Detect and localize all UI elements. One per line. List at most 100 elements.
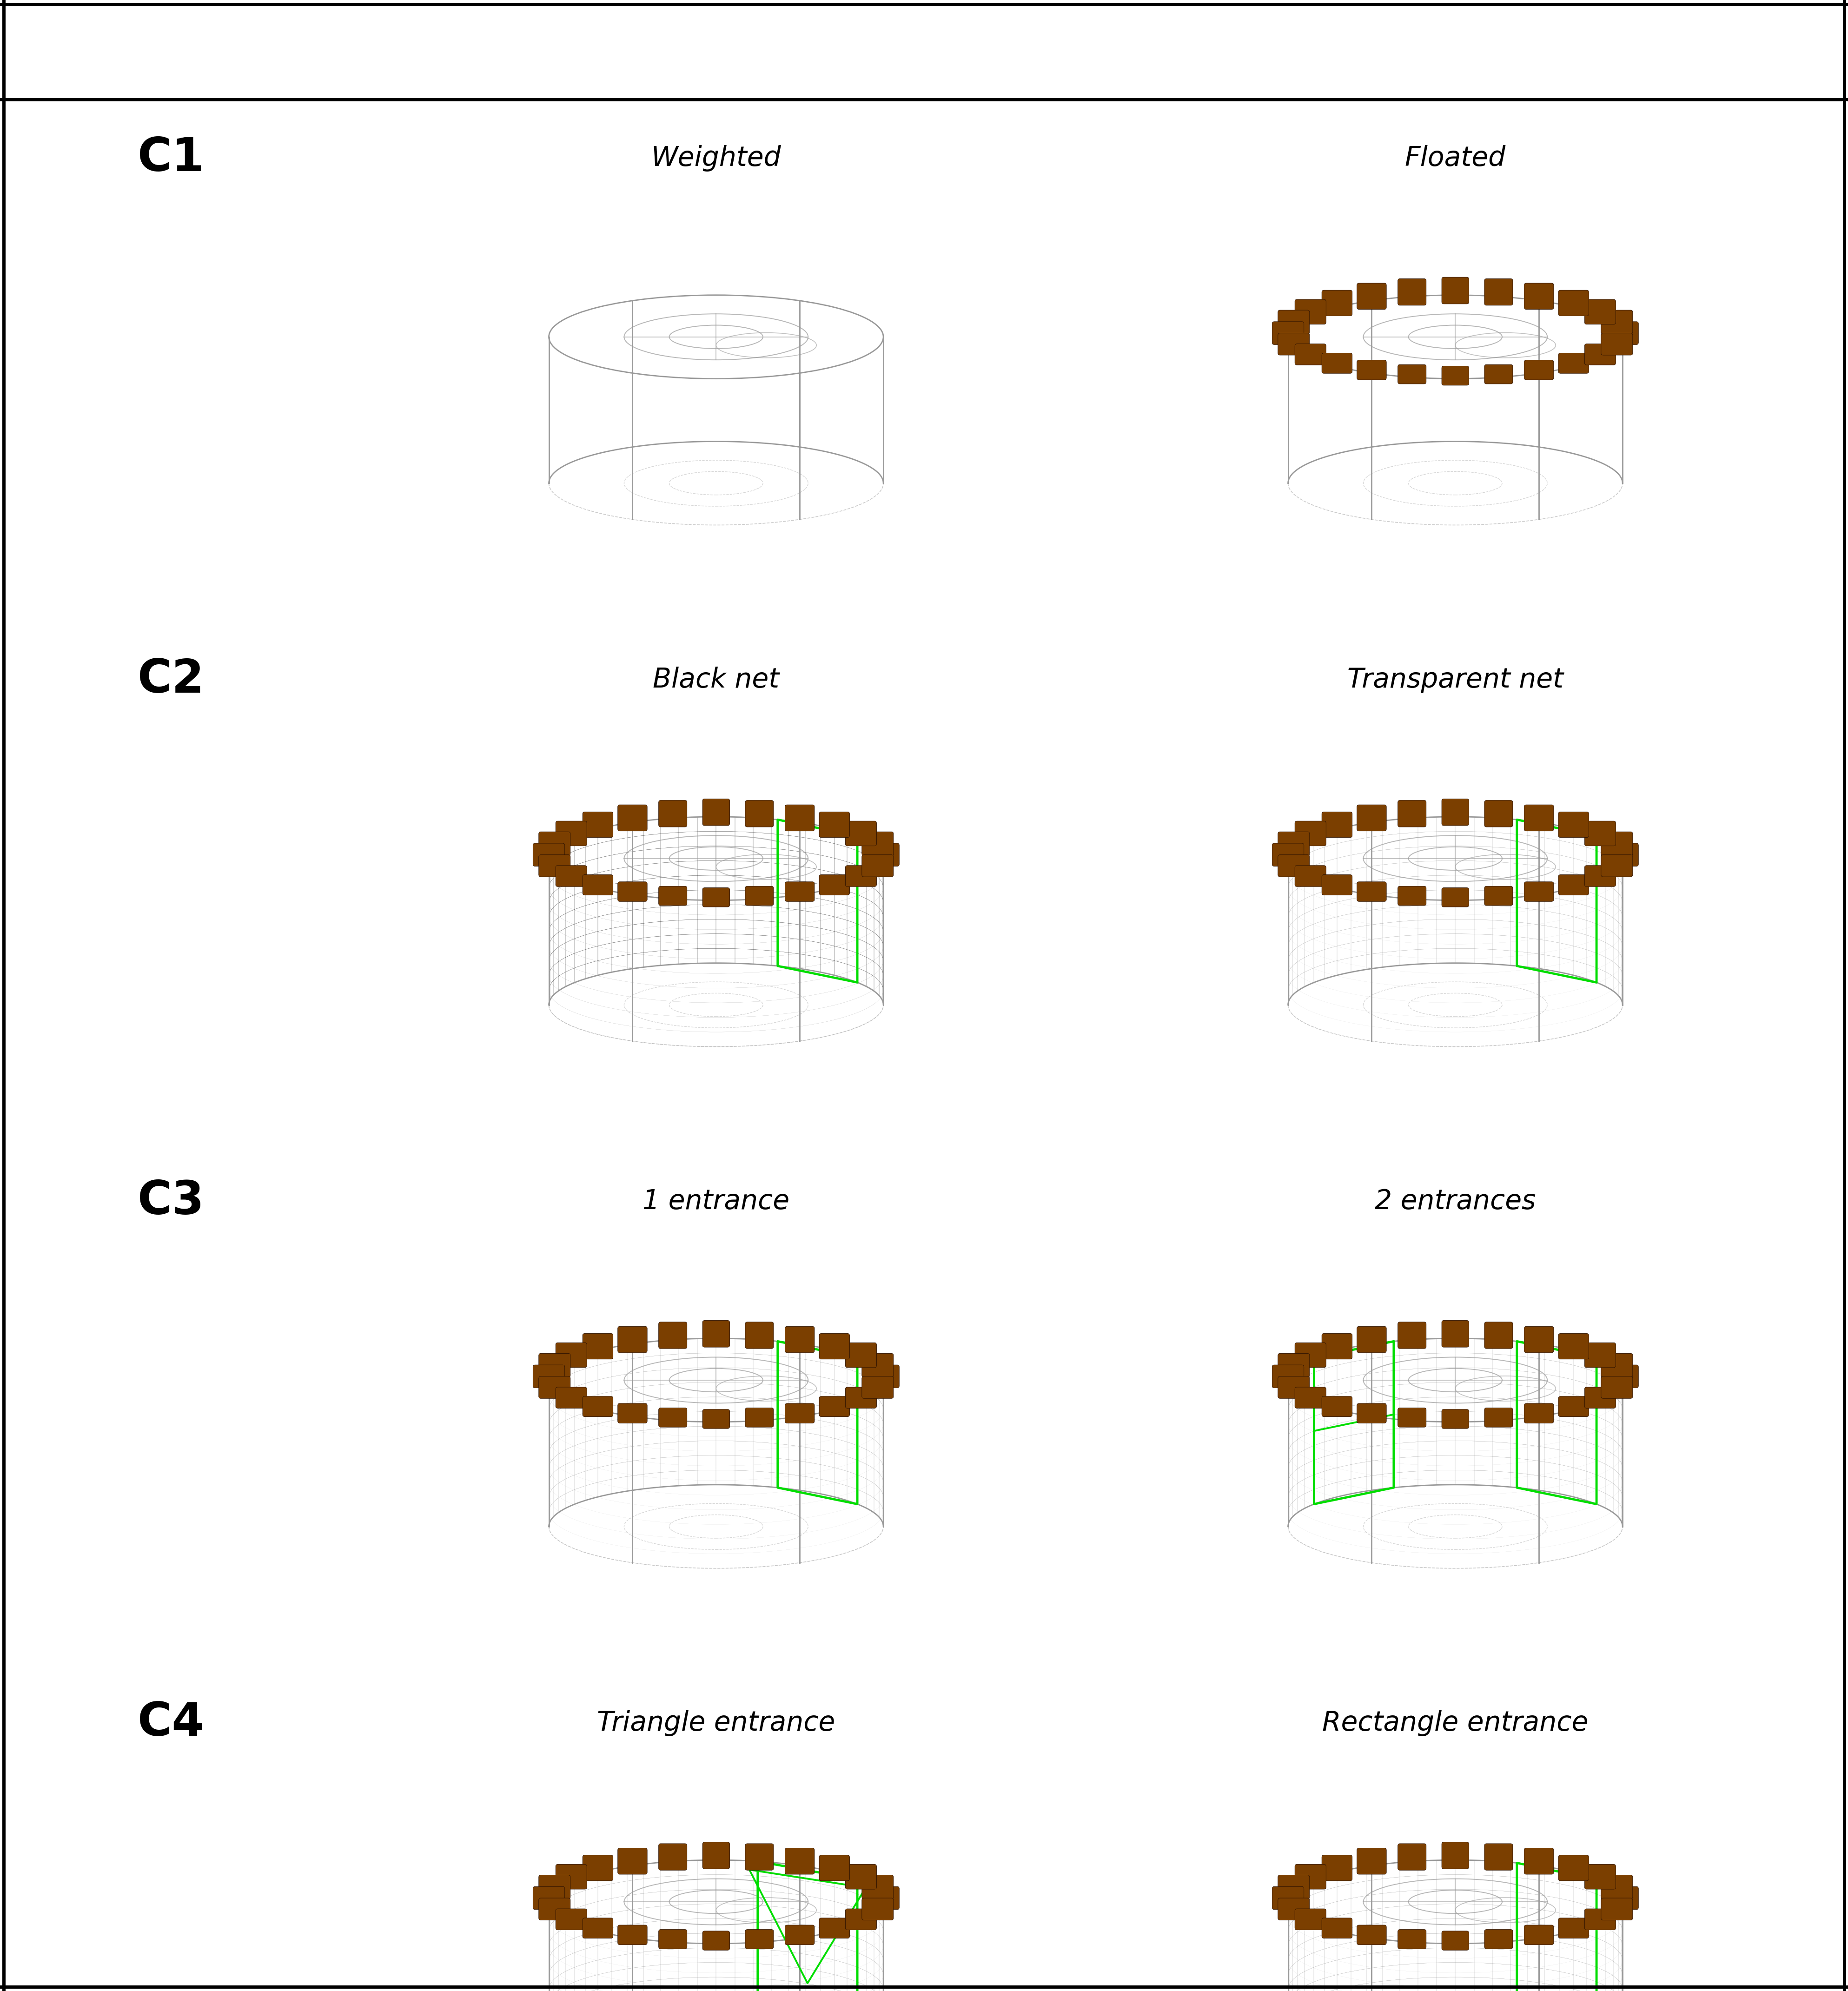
FancyBboxPatch shape <box>1397 800 1427 826</box>
FancyBboxPatch shape <box>658 886 687 906</box>
FancyBboxPatch shape <box>1558 874 1589 896</box>
FancyBboxPatch shape <box>1321 291 1353 317</box>
FancyBboxPatch shape <box>861 832 893 856</box>
FancyBboxPatch shape <box>1441 1410 1469 1430</box>
FancyBboxPatch shape <box>1606 844 1639 866</box>
FancyBboxPatch shape <box>582 812 614 838</box>
FancyBboxPatch shape <box>1584 344 1615 364</box>
FancyBboxPatch shape <box>702 1842 730 1870</box>
FancyBboxPatch shape <box>617 1326 647 1352</box>
FancyBboxPatch shape <box>1600 854 1632 876</box>
FancyBboxPatch shape <box>1484 364 1514 384</box>
FancyBboxPatch shape <box>1279 832 1310 856</box>
FancyBboxPatch shape <box>582 874 614 896</box>
Text: Weighted: Weighted <box>650 145 782 171</box>
FancyBboxPatch shape <box>658 1322 687 1348</box>
FancyBboxPatch shape <box>745 1408 774 1428</box>
FancyBboxPatch shape <box>1397 1929 1427 1949</box>
FancyBboxPatch shape <box>1397 1322 1427 1348</box>
Text: Floated: Floated <box>1404 145 1506 171</box>
FancyBboxPatch shape <box>1584 1342 1615 1368</box>
FancyBboxPatch shape <box>1397 279 1427 305</box>
FancyBboxPatch shape <box>1600 311 1632 334</box>
FancyBboxPatch shape <box>1279 1376 1310 1398</box>
Text: C4: C4 <box>139 1700 203 1746</box>
FancyBboxPatch shape <box>1600 832 1632 856</box>
FancyBboxPatch shape <box>845 1909 876 1929</box>
FancyBboxPatch shape <box>819 874 850 896</box>
FancyBboxPatch shape <box>785 804 815 830</box>
FancyBboxPatch shape <box>1271 844 1305 866</box>
FancyBboxPatch shape <box>1441 798 1469 826</box>
FancyBboxPatch shape <box>785 882 815 902</box>
FancyBboxPatch shape <box>1271 1366 1305 1388</box>
FancyBboxPatch shape <box>1356 1326 1386 1352</box>
FancyBboxPatch shape <box>1397 364 1427 384</box>
FancyBboxPatch shape <box>1600 1376 1632 1398</box>
FancyBboxPatch shape <box>582 1334 614 1360</box>
FancyBboxPatch shape <box>1356 1404 1386 1424</box>
FancyBboxPatch shape <box>867 844 900 866</box>
FancyBboxPatch shape <box>1271 323 1305 344</box>
FancyBboxPatch shape <box>556 1342 588 1368</box>
Text: Black net: Black net <box>652 667 780 693</box>
Text: C1: C1 <box>139 135 203 181</box>
FancyBboxPatch shape <box>1295 866 1327 886</box>
FancyBboxPatch shape <box>1271 1887 1305 1909</box>
FancyBboxPatch shape <box>617 804 647 830</box>
FancyBboxPatch shape <box>1558 1334 1589 1360</box>
FancyBboxPatch shape <box>617 1404 647 1424</box>
FancyBboxPatch shape <box>861 1897 893 1919</box>
FancyBboxPatch shape <box>540 1897 571 1919</box>
FancyBboxPatch shape <box>702 1931 730 1951</box>
FancyBboxPatch shape <box>556 1388 588 1408</box>
FancyBboxPatch shape <box>1484 800 1514 826</box>
FancyBboxPatch shape <box>540 854 571 876</box>
FancyBboxPatch shape <box>1558 1856 1589 1881</box>
FancyBboxPatch shape <box>1441 366 1469 386</box>
FancyBboxPatch shape <box>1321 1856 1353 1881</box>
FancyBboxPatch shape <box>1484 1322 1514 1348</box>
FancyBboxPatch shape <box>540 1876 571 1899</box>
FancyBboxPatch shape <box>1525 882 1554 902</box>
FancyBboxPatch shape <box>1441 1320 1469 1348</box>
FancyBboxPatch shape <box>702 1320 730 1348</box>
FancyBboxPatch shape <box>1279 332 1310 354</box>
FancyBboxPatch shape <box>1321 1334 1353 1360</box>
FancyBboxPatch shape <box>1584 866 1615 886</box>
FancyBboxPatch shape <box>745 1929 774 1949</box>
FancyBboxPatch shape <box>540 1354 571 1378</box>
FancyBboxPatch shape <box>1441 888 1469 908</box>
FancyBboxPatch shape <box>556 1909 588 1929</box>
FancyBboxPatch shape <box>1279 1897 1310 1919</box>
FancyBboxPatch shape <box>1321 352 1353 374</box>
FancyBboxPatch shape <box>861 1354 893 1378</box>
FancyBboxPatch shape <box>1295 820 1327 846</box>
FancyBboxPatch shape <box>1600 332 1632 354</box>
FancyBboxPatch shape <box>582 1856 614 1881</box>
FancyBboxPatch shape <box>1279 1354 1310 1378</box>
FancyBboxPatch shape <box>617 882 647 902</box>
Text: 2 entrances: 2 entrances <box>1375 1189 1536 1215</box>
FancyBboxPatch shape <box>658 1408 687 1428</box>
Text: C3: C3 <box>139 1179 203 1224</box>
FancyBboxPatch shape <box>617 1925 647 1945</box>
Text: Configurations: Configurations <box>909 30 1244 70</box>
FancyBboxPatch shape <box>702 798 730 826</box>
FancyBboxPatch shape <box>556 1864 588 1889</box>
FancyBboxPatch shape <box>1584 1388 1615 1408</box>
FancyBboxPatch shape <box>702 1410 730 1430</box>
FancyBboxPatch shape <box>1525 1848 1554 1874</box>
FancyBboxPatch shape <box>785 1925 815 1945</box>
FancyBboxPatch shape <box>1279 311 1310 334</box>
FancyBboxPatch shape <box>1441 1842 1469 1870</box>
FancyBboxPatch shape <box>658 1844 687 1870</box>
FancyBboxPatch shape <box>745 800 774 826</box>
FancyBboxPatch shape <box>867 1366 900 1388</box>
Text: Transparent net: Transparent net <box>1347 667 1563 693</box>
FancyBboxPatch shape <box>1279 854 1310 876</box>
FancyBboxPatch shape <box>1441 277 1469 305</box>
FancyBboxPatch shape <box>1484 279 1514 305</box>
FancyBboxPatch shape <box>1356 882 1386 902</box>
FancyBboxPatch shape <box>845 1342 876 1368</box>
